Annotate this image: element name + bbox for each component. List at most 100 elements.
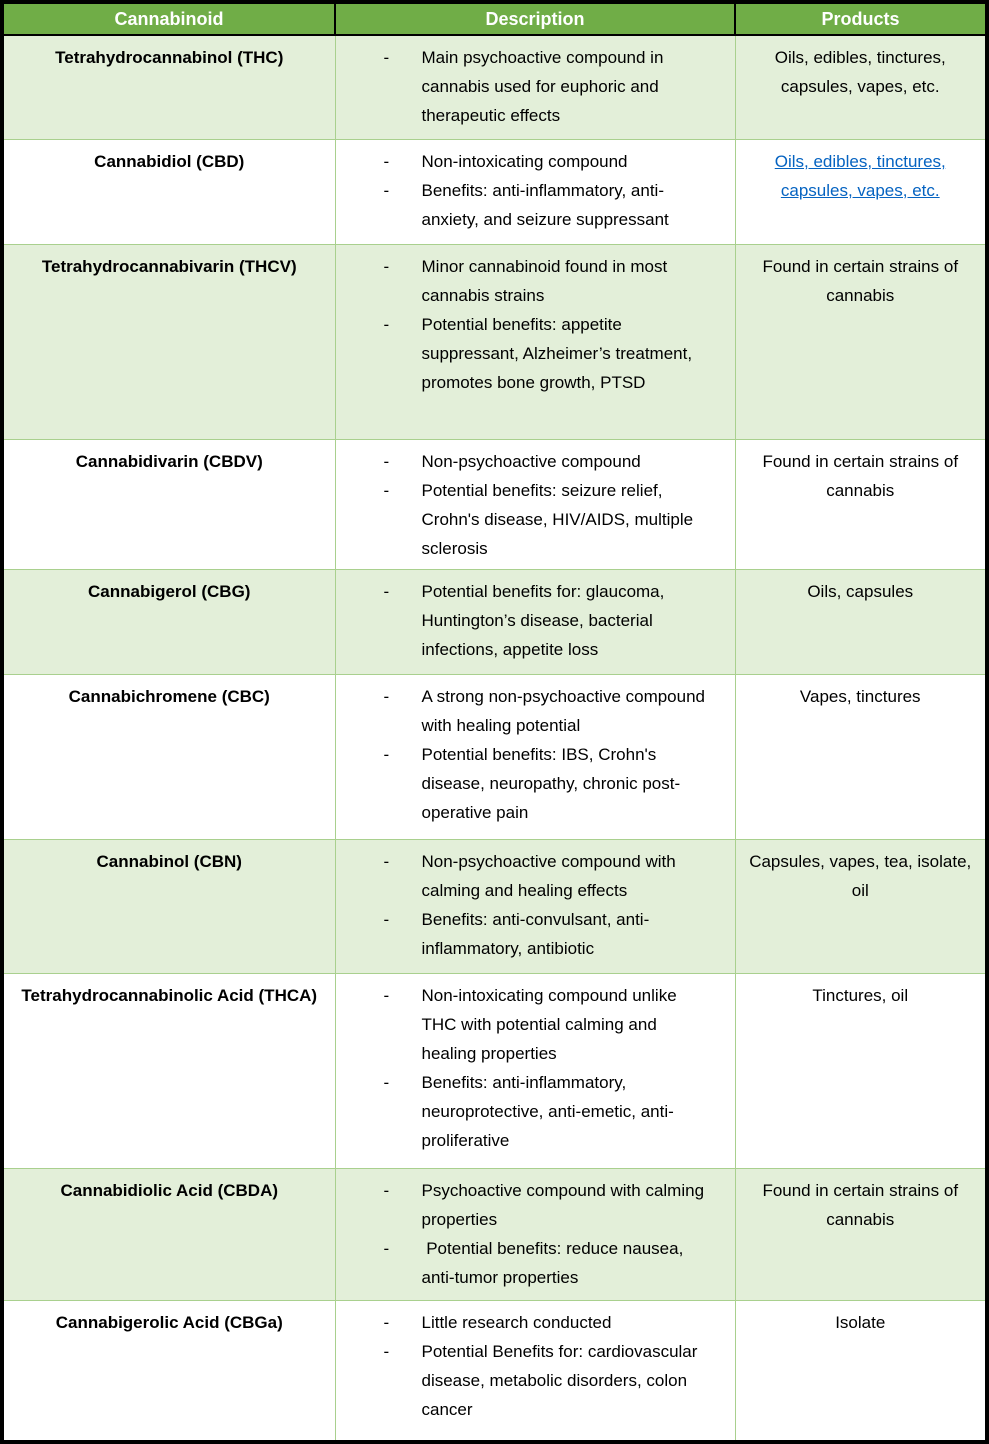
description-cell: - Minor cannabinoid found in most cannabi…: [334, 243, 736, 441]
description-bullet: - Potential Benefits for: cardiovascular …: [336, 1337, 735, 1424]
products-cell: Found in certain strains of cannabis: [734, 243, 988, 441]
bullet-dash: -: [383, 180, 390, 200]
products-cell: Found in certain strains of cannabis: [734, 1167, 988, 1302]
products-text: Found in certain strains of cannabis: [762, 452, 959, 501]
description-text: Benefits: anti-inflammatory, neuroprotec…: [421, 1073, 674, 1151]
products-link[interactable]: Oils, edibles, tinctures, capsules, vape…: [774, 151, 946, 200]
cannabinoid-name-cell: Cannabidiolic Acid (CBDA): [1, 1167, 336, 1302]
products-text: Tinctures, oil: [812, 986, 909, 1006]
products-text: Vapes, tinctures: [799, 686, 921, 706]
cannabinoid-name-cell: Cannabigerolic Acid (CBGa): [1, 1300, 336, 1443]
table-row: Cannabichromene (CBC) - A strong non-psych…: [1, 673, 988, 841]
table-body: Tetrahydrocannabinol (THC) - Main psychoac…: [1, 34, 988, 1443]
description-bullet: - Benefits: anti-convulsant, anti-inflamm…: [336, 905, 735, 963]
table-row: Tetrahydrocannabinol (THC) - Main psychoac…: [1, 34, 988, 140]
description-bullet: - Non-intoxicating compound unlike THC wi…: [336, 981, 735, 1068]
bullet-dash: -: [383, 452, 390, 472]
cannabinoid-name-cell: Cannabidivarin (CBDV): [1, 439, 336, 570]
products-text: Oils, capsules: [807, 581, 914, 601]
bullet-dash: -: [383, 1180, 390, 1200]
bullet-dash: -: [383, 1342, 390, 1362]
description-bullet: - Benefits: anti-inflammatory, neuroprote…: [336, 1068, 735, 1155]
description-bullet: - Potential benefits: seizure relief, Cro…: [336, 476, 735, 563]
description-text: Main psychoactive compound in cannabis u…: [421, 48, 664, 125]
description-bullet: - Potential benefits: IBS, Crohn's diseas…: [336, 740, 735, 827]
cannabinoid-name-cell: Tetrahydrocannabivarin (THCV): [1, 243, 336, 441]
products-text: Isolate: [835, 1313, 886, 1333]
description-bullet: - Minor cannabinoid found in most cannabi…: [336, 252, 735, 310]
description-cell: - Non-intoxicating compound unlike THC wi…: [334, 973, 736, 1169]
description-text: Potential benefits: appetite suppressant…: [421, 314, 693, 392]
table-row: Tetrahydrocannabivarin (THCV) - Minor cann…: [1, 243, 988, 441]
bullet-dash: -: [383, 910, 390, 930]
bullet-dash: -: [383, 986, 390, 1006]
description-bullet: - Potential benefits: appetite suppressan…: [336, 310, 735, 397]
description-bullet: - Non-psychoactive compound with calming …: [336, 847, 735, 905]
description-bullet: - Non-intoxicating compound: [336, 147, 735, 176]
description-text: Benefits: anti-inflammatory, anti-anxiet…: [421, 180, 669, 229]
products-cell: Oils, edibles, tinctures, capsules, vape…: [734, 34, 988, 140]
bullet-dash: -: [383, 686, 390, 706]
description-text: Minor cannabinoid found in most cannabis…: [421, 256, 668, 305]
bullet-dash: -: [383, 852, 390, 872]
description-text: Potential Benefits for: cardiovascular d…: [421, 1342, 698, 1420]
products-text: Found in certain strains of cannabis: [762, 256, 959, 305]
description-cell: - Main psychoactive compound in cannabis …: [334, 34, 736, 140]
products-text: Capsules, vapes, tea, isolate, oil: [749, 852, 972, 901]
products-cell: Vapes, tinctures: [734, 673, 988, 841]
description-text: Non-intoxicating compound: [421, 151, 628, 171]
bullet-dash: -: [383, 1238, 390, 1258]
cannabinoid-name-cell: Cannabinol (CBN): [1, 839, 336, 975]
table-row: Cannabigerolic Acid (CBGa) - Little resear…: [1, 1300, 988, 1443]
description-bullet: - Psychoactive compound with calming prop…: [336, 1176, 735, 1234]
description-text: Potential benefits: IBS, Crohn's disease…: [421, 744, 681, 822]
description-text: Little research conducted: [421, 1313, 612, 1333]
table-header: Cannabinoid Description Products: [1, 1, 988, 36]
cannabinoid-name-cell: Tetrahydrocannabinol (THC): [1, 34, 336, 140]
description-bullet: - Potential benefits: reduce nausea, ant…: [336, 1234, 735, 1292]
description-text: Non-psychoactive compound: [421, 452, 641, 472]
table-row: Cannabidiolic Acid (CBDA) - Psychoactive c…: [1, 1167, 988, 1302]
bullet-dash: -: [383, 581, 390, 601]
bullet-dash: -: [383, 256, 390, 276]
header-row: Cannabinoid Description Products: [1, 1, 988, 36]
description-bullet: - Benefits: anti-inflammatory, anti-anxie…: [336, 176, 735, 234]
products-text: Found in certain strains of cannabis: [762, 1180, 959, 1229]
description-text: Non-psychoactive compound with calming a…: [421, 852, 676, 901]
description-cell: - A strong non-psychoactive compound with…: [334, 673, 736, 841]
description-bullet: - Potential benefits for: glaucoma, Hunti…: [336, 577, 735, 664]
products-cell: Oils, edibles, tinctures, capsules, vape…: [734, 138, 988, 245]
column-header-products: Products: [734, 1, 988, 36]
products-cell: Isolate: [734, 1300, 988, 1443]
description-bullet: - Non-psychoactive compound: [336, 447, 735, 476]
description-text: Benefits: anti-convulsant, anti-inflamma…: [421, 910, 650, 959]
description-cell: - Non-intoxicating compound - Benefits: ant…: [334, 138, 736, 245]
products-cell: Found in certain strains of cannabis: [734, 439, 988, 570]
description-bullet: - Little research conducted: [336, 1308, 735, 1337]
description-cell: - Little research conducted - Potential Ben…: [334, 1300, 736, 1443]
description-cell: - Non-psychoactive compound with calming …: [334, 839, 736, 975]
table-row: Cannabinol (CBN) - Non-psychoactive compou…: [1, 839, 988, 975]
cannabinoid-name-cell: Cannabidiol (CBD): [1, 138, 336, 245]
description-text: Potential benefits for: glaucoma, Huntin…: [421, 581, 665, 659]
description-cell: - Non-psychoactive compound - Potential ben…: [334, 439, 736, 570]
description-text: Potential benefits: seizure relief, Croh…: [421, 481, 694, 559]
bullet-dash: -: [383, 744, 390, 764]
column-header-description: Description: [334, 1, 736, 36]
products-cell: Capsules, vapes, tea, isolate, oil: [734, 839, 988, 975]
table-row: Tetrahydrocannabinolic Acid (THCA) - Non-i…: [1, 973, 988, 1169]
products-text: Oils, edibles, tinctures, capsules, vape…: [774, 48, 946, 96]
bullet-dash: -: [383, 1313, 390, 1333]
bullet-dash: -: [383, 481, 390, 501]
table-row: Cannabidivarin (CBDV) - Non-psychoactive c…: [1, 439, 988, 570]
bullet-dash: -: [383, 314, 390, 334]
cannabinoid-name-cell: Cannabichromene (CBC): [1, 673, 336, 841]
description-text: Potential benefits: reduce nausea, anti-…: [421, 1238, 684, 1287]
description-text: A strong non-psychoactive compound with …: [421, 686, 706, 735]
description-bullet: - Main psychoactive compound in cannabis …: [336, 43, 735, 130]
description-bullet: - A strong non-psychoactive compound with…: [336, 682, 735, 740]
cannabinoid-name-cell: Cannabigerol (CBG): [1, 568, 336, 675]
products-cell: Oils, capsules: [734, 568, 988, 675]
